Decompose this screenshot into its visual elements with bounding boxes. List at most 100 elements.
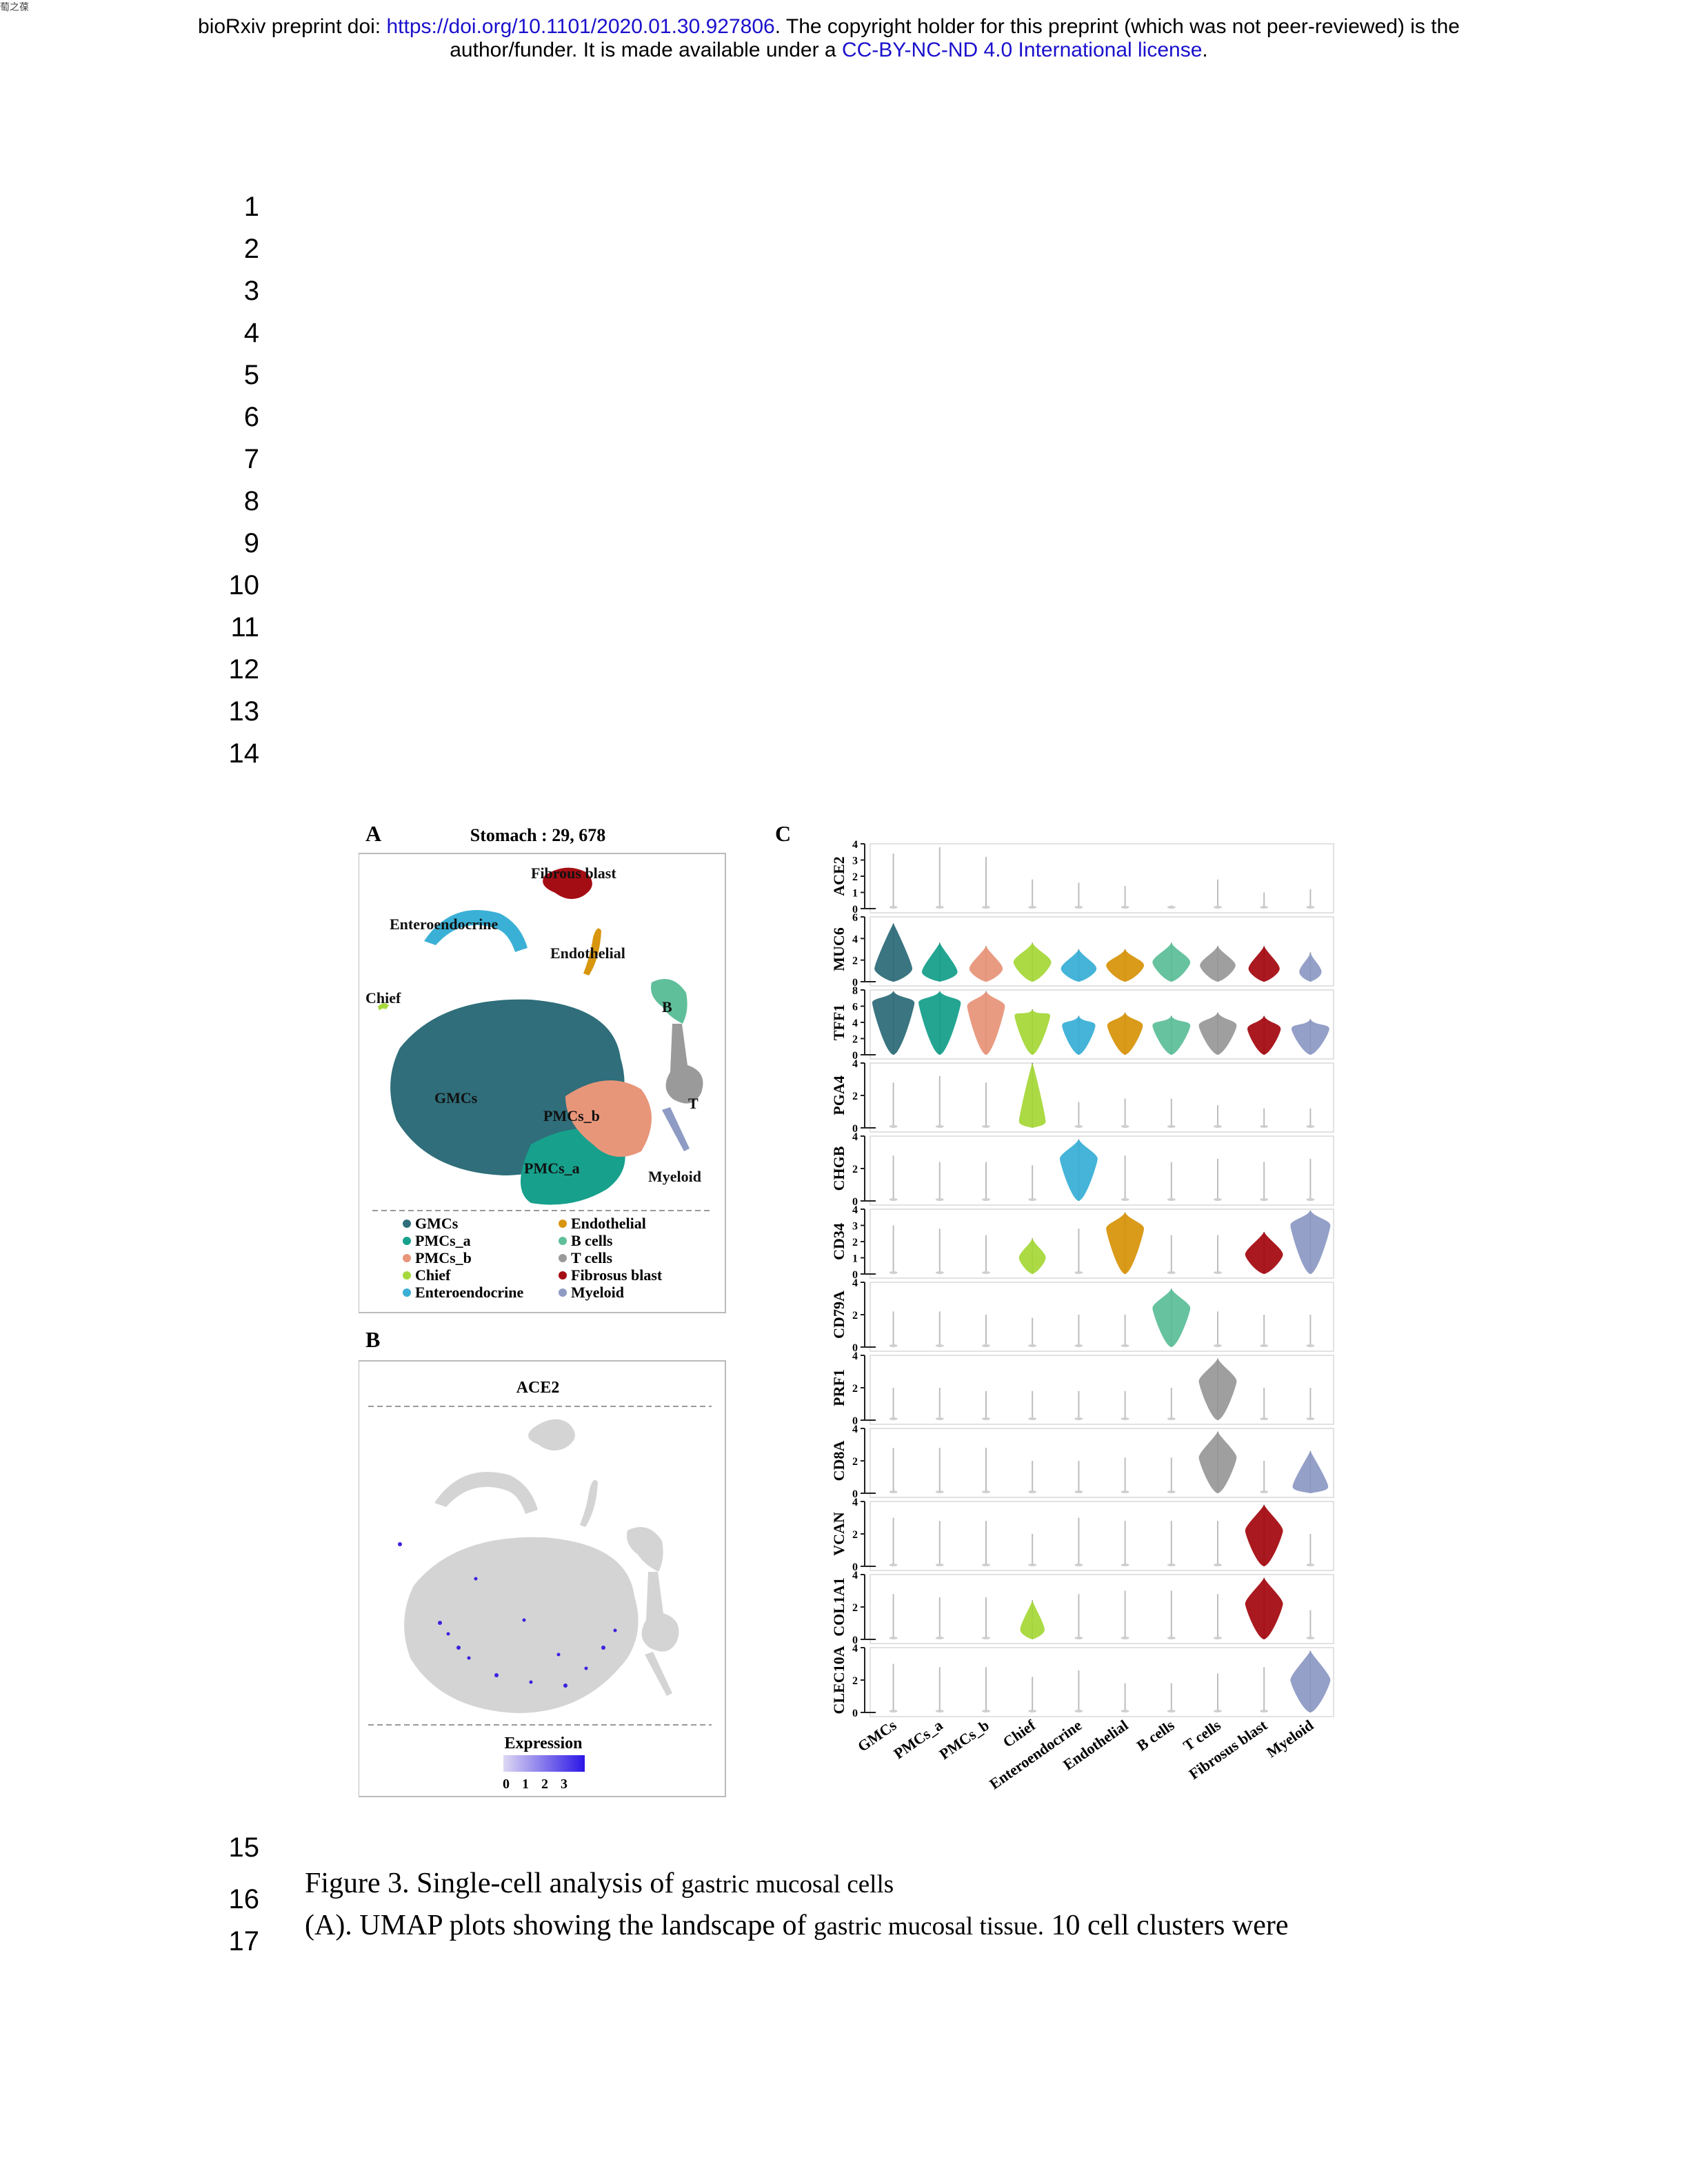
violin-row-chgb: CHGB 0 2 4 <box>830 1131 1334 1208</box>
violin-y-tick-label: 4 <box>852 1351 858 1362</box>
violin-shape <box>1292 1450 1329 1493</box>
violin-shape <box>982 1271 990 1274</box>
violin-shape <box>1074 1271 1083 1274</box>
legend-label: Enteroendocrine <box>415 1284 523 1301</box>
violin-shape <box>1074 906 1083 909</box>
panel-b-frame <box>359 1360 726 1797</box>
violin-y-tick-label: 0 <box>852 1196 858 1208</box>
cluster-myeloid <box>662 1107 690 1151</box>
violin-shape <box>1013 942 1052 982</box>
violin-shape <box>1152 1288 1191 1347</box>
violin-shape <box>1074 1490 1083 1493</box>
legend-label: Fibrosus blast <box>571 1266 663 1284</box>
violin-shape <box>935 1198 944 1201</box>
line-number: 10 <box>228 570 260 600</box>
panel-a-letter: A <box>365 821 381 846</box>
violin-row-frame <box>870 1062 1334 1133</box>
violin-shape <box>1059 1139 1098 1201</box>
panel-b-letter: B <box>365 1327 380 1352</box>
legend-swatch <box>559 1288 567 1297</box>
doi-link[interactable]: https://doi.org/10.1101/2020.01.30.92780… <box>386 15 775 38</box>
violin-row-ace2: ACE2 0 1 2 3 4 <box>830 839 1334 916</box>
violin-y-tick-label: 0 <box>852 1635 858 1646</box>
violin-shape <box>1260 1417 1269 1420</box>
violin-shape <box>1028 1417 1037 1420</box>
legend-swatch <box>559 1254 567 1262</box>
violin-row-prf1: PRF1 0 2 4 <box>830 1351 1334 1427</box>
violin-y-tick-label: 0 <box>852 1708 858 1719</box>
violin-shape <box>982 1198 990 1201</box>
ace2-cell <box>601 1646 605 1650</box>
violin-shape <box>1028 1198 1037 1201</box>
cluster-t-cells <box>665 1024 703 1104</box>
violin-row-frame <box>870 1209 1334 1279</box>
violin-shape <box>982 1564 990 1566</box>
line-number: 17 <box>228 1926 260 1957</box>
violin-shape <box>1247 1015 1281 1055</box>
violin-y-tick-label: 2 <box>852 1164 858 1175</box>
violin-y-tick-label: 3 <box>852 1221 858 1233</box>
ace2-cell <box>446 1632 450 1636</box>
violin-shape <box>918 991 961 1055</box>
legend-label: Endothelial <box>571 1215 646 1232</box>
violin-shape <box>889 1417 898 1420</box>
caption-title-subject: gastric mucosal cells <box>681 1870 894 1899</box>
violin-shape <box>889 1564 898 1566</box>
violin-y-tick-label: 2 <box>852 1602 858 1614</box>
violin-row-frame <box>870 989 1334 1060</box>
cluster-pmcs-b <box>565 1080 652 1157</box>
panel-b-cluster-t <box>641 1572 679 1652</box>
violin-shape <box>1074 1417 1083 1420</box>
violin-row-cd8a: CD8A 0 2 4 <box>830 1424 1334 1500</box>
figure-3-graphic: A Stomach : 29, 678 Fibrous blast Entero… <box>359 821 1334 1797</box>
panel-b-cluster-top <box>528 1419 575 1450</box>
violin-shape <box>935 1344 944 1347</box>
gene-label: CD79A <box>830 1291 847 1339</box>
violin-shape <box>1121 1710 1129 1712</box>
violin-y-tick-label: 2 <box>852 1310 858 1322</box>
violin-shape <box>1290 1650 1331 1712</box>
caption-text-c: 10 cell clusters were <box>1043 1910 1289 1941</box>
line-number: 4 <box>243 318 259 348</box>
cluster-label-fibrous-blast: Fibrous blast <box>531 865 616 882</box>
violin-shape <box>889 1125 898 1128</box>
violin-y-tick-label: 2 <box>852 1456 858 1468</box>
violin-y-tick-label: 4 <box>852 1277 858 1289</box>
violin-shape <box>1106 1212 1145 1274</box>
ace2-cell <box>474 1577 478 1581</box>
line-number: 14 <box>228 738 260 769</box>
violin-shape <box>1306 1637 1315 1639</box>
violin-shape <box>1028 1490 1037 1493</box>
violin-shape <box>1198 1431 1237 1493</box>
legend-label: GMCs <box>415 1215 459 1232</box>
gene-label: VCAN <box>830 1512 847 1556</box>
panel-b-cluster-main <box>404 1537 639 1713</box>
line-number: 5 <box>243 360 259 390</box>
violin-shape <box>1214 1637 1222 1639</box>
violin-y-tick-label: 0 <box>852 1561 858 1573</box>
gene-label: COL1A1 <box>830 1577 847 1637</box>
ace2-cell <box>563 1684 567 1688</box>
expression-tick: 2 <box>541 1777 548 1792</box>
violin-x-label: B cells <box>1134 1716 1178 1754</box>
cluster-label-b: B <box>662 998 672 1015</box>
violin-shape <box>1245 1577 1283 1639</box>
violin-shape <box>935 1125 944 1128</box>
cluster-enteroendocrine <box>424 910 528 952</box>
violin-shape <box>1028 906 1037 909</box>
cluster-chief <box>378 1003 389 1011</box>
violin-row-frame <box>870 916 1334 987</box>
header-prefix: bioRxiv preprint doi: <box>198 15 387 38</box>
license-link[interactable]: CC-BY-NC-ND 4.0 International license <box>841 39 1203 61</box>
panel-a-frame <box>359 853 726 1313</box>
legend-label: T cells <box>571 1249 613 1266</box>
violin-shape <box>1167 1490 1176 1493</box>
legend-swatch <box>403 1288 411 1297</box>
caption-line-17: (A). UMAP plots showing the landscape of… <box>305 1909 1289 1942</box>
violin-shape <box>1260 1198 1269 1201</box>
violin-y-tick-label: 8 <box>852 985 858 997</box>
violin-shape <box>982 1710 990 1712</box>
violin-y-tick-label: 0 <box>852 1050 858 1062</box>
violin-y-tick-label: 6 <box>852 912 858 924</box>
violin-row-frame <box>870 1647 1334 1717</box>
